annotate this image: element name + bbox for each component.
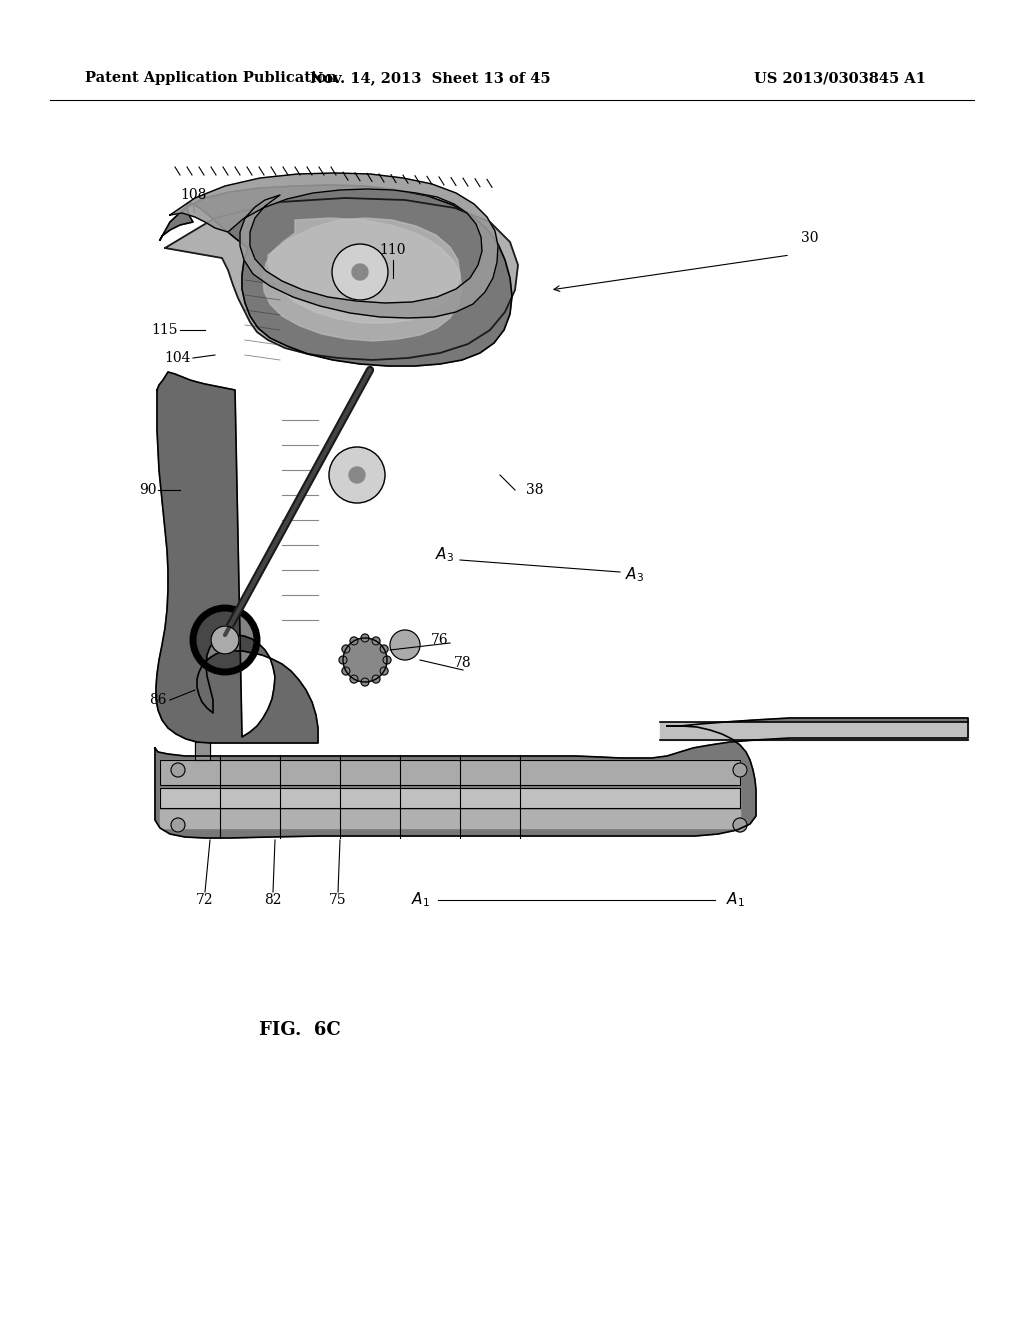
Circle shape bbox=[372, 638, 380, 645]
Polygon shape bbox=[165, 198, 518, 360]
Bar bbox=[160, 788, 740, 808]
Text: 110: 110 bbox=[380, 243, 407, 257]
Polygon shape bbox=[155, 718, 968, 838]
Circle shape bbox=[329, 447, 385, 503]
Bar bbox=[160, 810, 740, 828]
Polygon shape bbox=[268, 218, 460, 323]
Text: 76: 76 bbox=[431, 634, 449, 647]
Text: $A_1$: $A_1$ bbox=[411, 891, 429, 909]
Text: 115: 115 bbox=[152, 323, 178, 337]
Circle shape bbox=[733, 763, 746, 777]
Text: US 2013/0303845 A1: US 2013/0303845 A1 bbox=[754, 71, 926, 84]
Text: 108: 108 bbox=[180, 187, 206, 202]
Circle shape bbox=[372, 675, 380, 682]
Circle shape bbox=[390, 630, 420, 660]
Text: 38: 38 bbox=[526, 483, 544, 498]
Text: 78: 78 bbox=[455, 656, 472, 671]
Circle shape bbox=[332, 244, 388, 300]
Text: Patent Application Publication: Patent Application Publication bbox=[85, 71, 337, 84]
Text: 104: 104 bbox=[165, 351, 191, 366]
Text: $A_3$: $A_3$ bbox=[626, 566, 644, 585]
Polygon shape bbox=[263, 218, 462, 341]
Text: $A_1$: $A_1$ bbox=[726, 891, 744, 909]
Text: 82: 82 bbox=[264, 894, 282, 907]
Circle shape bbox=[361, 678, 369, 686]
Text: FIG.  6C: FIG. 6C bbox=[259, 1020, 341, 1039]
Text: 75: 75 bbox=[329, 894, 347, 907]
Text: 90: 90 bbox=[139, 483, 157, 498]
Circle shape bbox=[193, 609, 257, 672]
Circle shape bbox=[380, 667, 388, 675]
Circle shape bbox=[733, 818, 746, 832]
Text: $A_3$: $A_3$ bbox=[435, 545, 455, 565]
Circle shape bbox=[339, 656, 347, 664]
Text: Nov. 14, 2013  Sheet 13 of 45: Nov. 14, 2013 Sheet 13 of 45 bbox=[309, 71, 550, 84]
Text: 30: 30 bbox=[801, 231, 819, 246]
Circle shape bbox=[343, 638, 387, 682]
Polygon shape bbox=[156, 372, 318, 743]
Polygon shape bbox=[160, 185, 512, 366]
Circle shape bbox=[350, 675, 358, 682]
Bar bbox=[160, 760, 740, 785]
Circle shape bbox=[383, 656, 391, 664]
Polygon shape bbox=[660, 722, 968, 741]
Circle shape bbox=[342, 645, 350, 653]
Circle shape bbox=[171, 818, 185, 832]
Text: 72: 72 bbox=[197, 894, 214, 907]
Circle shape bbox=[349, 467, 365, 483]
Text: 86: 86 bbox=[150, 693, 167, 708]
Circle shape bbox=[211, 626, 239, 653]
Circle shape bbox=[342, 667, 350, 675]
Circle shape bbox=[361, 634, 369, 642]
Circle shape bbox=[350, 638, 358, 645]
Circle shape bbox=[352, 264, 368, 280]
Bar bbox=[160, 760, 740, 785]
Polygon shape bbox=[170, 173, 498, 318]
Bar bbox=[160, 788, 740, 808]
Circle shape bbox=[380, 645, 388, 653]
Polygon shape bbox=[195, 742, 210, 760]
Circle shape bbox=[171, 763, 185, 777]
